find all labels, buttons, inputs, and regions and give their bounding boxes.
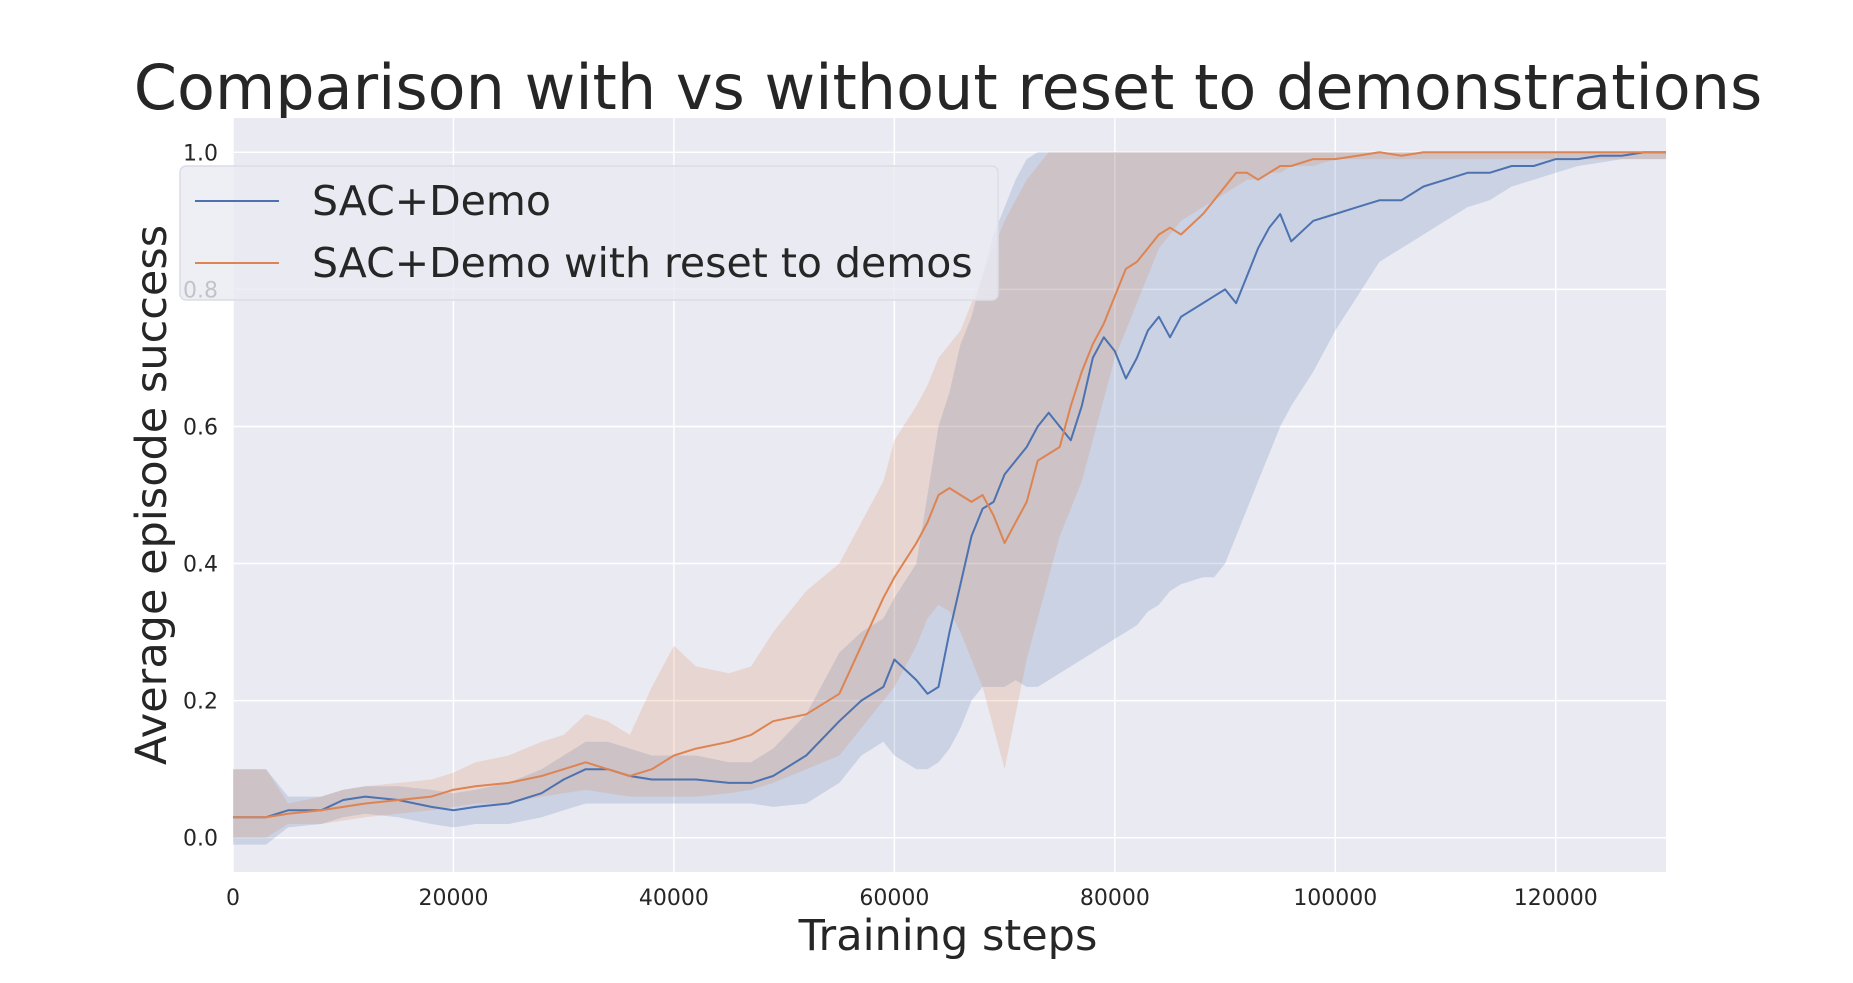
legend-box [179, 165, 999, 301]
chart-title: Comparison with vs without reset to demo… [134, 51, 1763, 124]
x-tick-label-0: 0 [226, 886, 240, 911]
legend-label-sac-demo-reset: SAC+Demo with reset to demos [312, 239, 973, 287]
x-tick-label-100000: 100000 [1293, 886, 1377, 911]
y-tick-label-0: 0.0 [183, 827, 218, 852]
x-tick-label-120000: 120000 [1514, 886, 1598, 911]
y-tick-label-0-4: 0.4 [183, 553, 218, 578]
series-line-sac-demo-with-reset-to-demos [233, 151, 1666, 819]
x-axis-label: Training steps [798, 911, 1098, 961]
confidence-band-sac-demo [233, 152, 1666, 845]
legend-label-sac-demo: SAC+Demo [312, 177, 551, 225]
legend: SAC+Demo SAC+Demo with reset to demos [179, 165, 999, 301]
series-lines [233, 151, 1666, 819]
y-tick-label-1: 1.0 [183, 141, 218, 166]
x-tick-label-80000: 80000 [1080, 886, 1150, 911]
x-tick-label-60000: 60000 [859, 886, 929, 911]
confidence-bands [233, 152, 1666, 845]
y-axis-label: Average episode success [127, 225, 177, 765]
confidence-band-sac-demo-with-reset-to-demos [233, 152, 1666, 838]
series-line-sac-demo [233, 151, 1666, 819]
x-tick-label-40000: 40000 [639, 886, 709, 911]
y-tick-label-0-2: 0.2 [183, 690, 218, 715]
y-tick-label-0-6: 0.6 [183, 415, 218, 440]
x-tick-label-20000: 20000 [418, 886, 488, 911]
x-tick-labels: 0 20000 40000 60000 80000 100000 120000 [226, 886, 1598, 911]
